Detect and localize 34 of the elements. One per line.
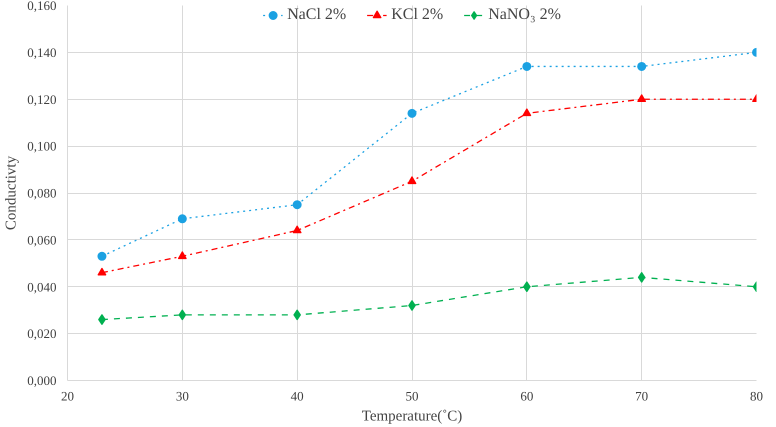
- y-tick-label: 0,120: [27, 92, 56, 107]
- y-tick-label: 0,080: [27, 186, 56, 200]
- y-tick-label: 0,160: [27, 0, 56, 13]
- x-tick-label: 20: [61, 388, 74, 404]
- point: [408, 108, 416, 118]
- y-tick-label: 0,020: [27, 326, 56, 342]
- legend-label: KCl 2%: [391, 6, 444, 24]
- y-tick-label: 0,100: [27, 138, 56, 154]
- x-tick-label: 50: [406, 388, 418, 404]
- point: [408, 176, 416, 184]
- x-tick-label: 40: [290, 388, 304, 404]
- point: [178, 251, 187, 260]
- y-tick-label: 0,040: [27, 279, 56, 294]
- legend-label: NaNO₃ 2%: [488, 6, 561, 24]
- point: [97, 268, 106, 276]
- x-tick-label: 80: [750, 388, 763, 404]
- point: [292, 200, 302, 210]
- x-tick-label: 60: [520, 388, 534, 404]
- point: [97, 252, 106, 261]
- y-tick-label: 0,000: [27, 373, 56, 388]
- x-tick-label: 30: [176, 388, 189, 404]
- point: [637, 94, 646, 102]
- y-tick-label: 0,060: [27, 232, 56, 248]
- x-axis-title: Temperature(˚C): [362, 408, 462, 424]
- point: [292, 225, 302, 234]
- point: [637, 62, 646, 71]
- y-axis-title: Conductivty: [3, 155, 20, 230]
- point: [408, 300, 416, 311]
- y-tick-label: 0,140: [27, 44, 56, 60]
- point: [178, 214, 187, 224]
- point: [522, 108, 532, 116]
- x-tick-label: 70: [635, 388, 648, 404]
- legend-label: NaCl 2%: [287, 6, 346, 24]
- point: [522, 62, 532, 71]
